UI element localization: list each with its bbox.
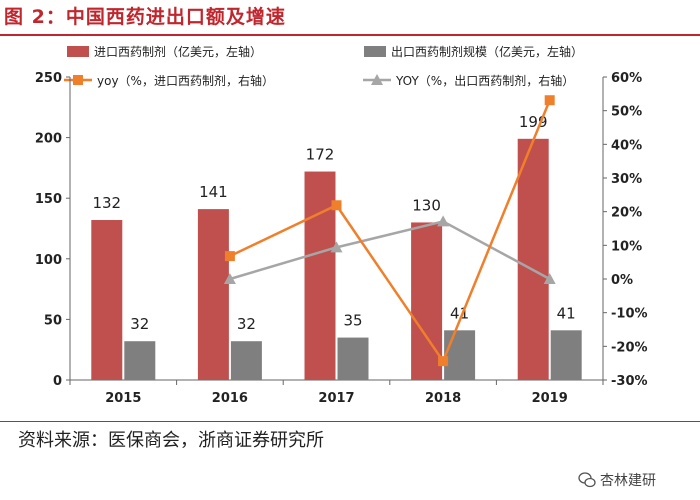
bar-import bbox=[91, 220, 123, 380]
chart-legend: 进口西药制剂（亿美元，左轴） 出口西药制剂规模（亿美元，左轴） yoy（%，进口… bbox=[64, 44, 583, 88]
export-yoy-point bbox=[330, 241, 343, 253]
import-yoy-point bbox=[544, 95, 555, 106]
wechat-icon bbox=[578, 472, 596, 488]
bar-export bbox=[337, 337, 369, 380]
left-tick-label: 250 bbox=[35, 71, 62, 86]
x-tick-label: 2019 bbox=[532, 391, 568, 406]
legend-swatch-import bbox=[67, 46, 89, 57]
bar-label-export: 41 bbox=[557, 304, 576, 322]
right-tick-label: 40% bbox=[611, 138, 642, 153]
bar-label-import: 130 bbox=[412, 196, 441, 214]
source-rule bbox=[0, 421, 700, 422]
bar-import bbox=[304, 171, 336, 380]
right-tick-label: 60% bbox=[611, 71, 642, 86]
bar-label-import: 132 bbox=[92, 194, 121, 212]
import-yoy-line bbox=[229, 99, 551, 364]
bar-export bbox=[230, 341, 262, 380]
left-tick-label: 150 bbox=[35, 192, 62, 207]
right-tick-label: 0% bbox=[611, 273, 633, 288]
right-tick-label: 20% bbox=[611, 206, 642, 221]
bar-label-import: 172 bbox=[306, 146, 335, 164]
x-tick-label: 2018 bbox=[425, 391, 461, 406]
watermark-label: 杏林建研 bbox=[600, 473, 656, 489]
bar-import bbox=[517, 138, 549, 380]
source-note: 资料来源：医保商会，浙商证券研究所 bbox=[18, 430, 324, 451]
right-tick-label: -20% bbox=[611, 340, 648, 355]
bar-label-import: 141 bbox=[199, 183, 228, 201]
bar-import bbox=[411, 222, 443, 380]
title-rule bbox=[0, 34, 700, 36]
export-yoy-point bbox=[223, 273, 236, 284]
bar-label-export: 32 bbox=[237, 315, 256, 333]
left-tick-label: 50 bbox=[44, 313, 62, 328]
export-yoy-line bbox=[229, 220, 551, 281]
import-yoy-point bbox=[224, 251, 235, 262]
export-yoy-point bbox=[437, 215, 450, 227]
right-tick-label: 10% bbox=[611, 239, 642, 254]
legend-marker-export-yoy bbox=[371, 74, 383, 85]
bar-export bbox=[550, 330, 582, 380]
legend-label-export-yoy: YOY（%，出口西药制剂，右轴） bbox=[395, 73, 574, 88]
legend-swatch-export bbox=[364, 46, 386, 57]
x-tick-label: 2017 bbox=[318, 391, 354, 406]
bar-label-export: 35 bbox=[343, 312, 362, 330]
right-tick-label: -30% bbox=[611, 374, 648, 389]
legend-label-import: 进口西药制剂（亿美元，左轴） bbox=[94, 44, 262, 59]
right-tick-label: 30% bbox=[611, 172, 642, 187]
x-tick-label: 2016 bbox=[212, 391, 248, 406]
export-yoy-point bbox=[543, 273, 556, 284]
left-tick-label: 100 bbox=[35, 253, 62, 268]
left-tick-label: 200 bbox=[35, 132, 62, 147]
watermark: 杏林建研 bbox=[578, 470, 656, 490]
chart: 进口西药制剂（亿美元，左轴） 出口西药制剂规模（亿美元，左轴） yoy（%，进口… bbox=[35, 44, 648, 406]
legend-marker-import-yoy bbox=[73, 75, 83, 85]
legend-label-import-yoy: yoy（%，进口西药制剂，右轴） bbox=[97, 73, 274, 88]
legend-label-export: 出口西药制剂规模（亿美元，左轴） bbox=[391, 44, 583, 59]
import-yoy-point bbox=[331, 200, 342, 211]
right-tick-label: 50% bbox=[611, 105, 642, 120]
plot-area: 0 50 100 150 200 250 -30% -20% -10% 0% 10% 20% 30% 40… bbox=[35, 71, 648, 406]
left-tick-label: 0 bbox=[53, 374, 62, 389]
bar-import bbox=[197, 209, 229, 380]
right-tick-label: -10% bbox=[611, 307, 648, 322]
figure-title: 图 2：中国西药进出口额及增速 bbox=[4, 6, 286, 28]
bar-export bbox=[444, 330, 476, 380]
bar-export bbox=[124, 341, 156, 380]
import-yoy-point bbox=[438, 356, 449, 367]
x-tick-label: 2015 bbox=[105, 391, 141, 406]
bar-label-export: 32 bbox=[130, 315, 149, 333]
